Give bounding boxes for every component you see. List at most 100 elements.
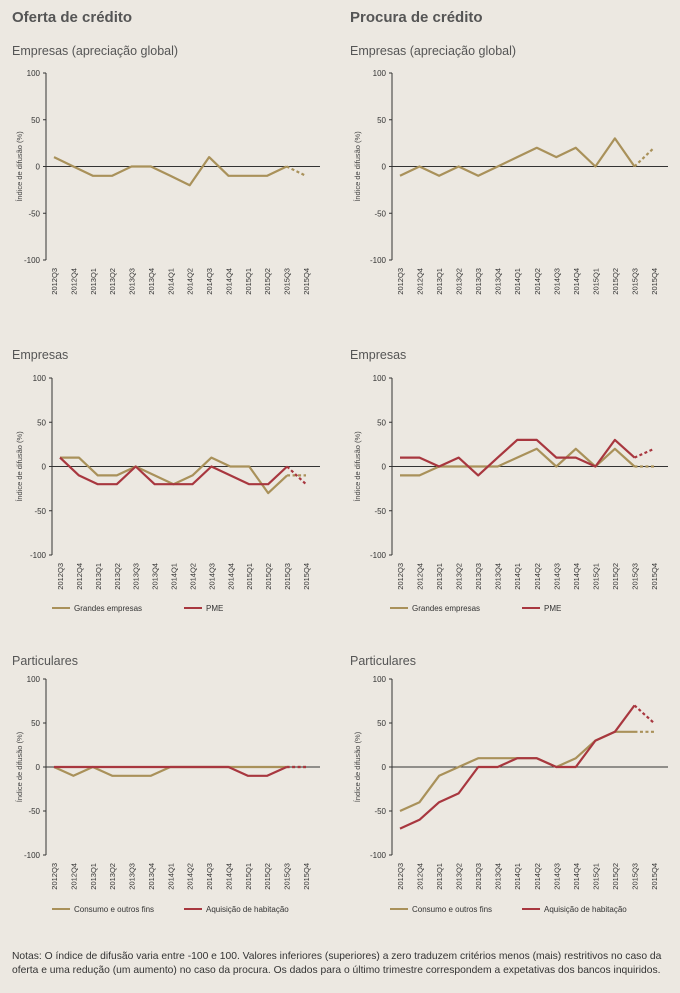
x-tick-label: 2014Q1: [513, 563, 522, 590]
x-tick-label: 2013Q4: [494, 268, 503, 295]
chart-subtitle: Particulares: [12, 654, 78, 668]
x-tick-label: 2013Q2: [108, 268, 117, 295]
series-forecast-line: [633, 147, 655, 168]
legend-label: Aquisição de habitação: [544, 905, 627, 914]
series-line: [399, 704, 636, 830]
x-tick-label: 2013Q2: [455, 268, 464, 295]
x-tick-label: 2014Q4: [572, 863, 581, 890]
x-tick-label: 2014Q2: [186, 268, 195, 295]
series-line: [60, 456, 288, 495]
x-tick-label: 2015Q3: [283, 863, 292, 890]
x-tick-label: 2015Q2: [611, 268, 620, 295]
y-tick-label: 50: [377, 719, 386, 728]
series-line: [54, 765, 288, 777]
x-tick-label: 2012Q3: [396, 863, 405, 890]
y-tick-label: 100: [27, 69, 41, 78]
demand-column-title: Procura de crédito: [350, 9, 483, 26]
x-tick-label: 2012Q3: [50, 268, 59, 295]
y-axis-title: Índice de difusão (%): [353, 431, 362, 502]
x-tick-label: 2013Q1: [435, 268, 444, 295]
y-axis-title: Índice de difusão (%): [353, 131, 362, 202]
series-forecast-line: [633, 704, 655, 724]
notes-text: Notas: O índice de difusão varia entre -…: [12, 951, 662, 976]
x-tick-label: 2015Q1: [244, 863, 253, 890]
x-tick-label: 2015Q2: [611, 863, 620, 890]
x-tick-label: 2013Q4: [147, 863, 156, 890]
y-tick-label: 0: [382, 763, 387, 772]
y-tick-label: 100: [373, 374, 387, 383]
x-tick-label: 2015Q3: [630, 268, 639, 295]
x-tick-label: 2015Q3: [630, 563, 639, 590]
y-tick-label: 100: [373, 675, 387, 684]
x-tick-label: 2014Q2: [533, 863, 542, 890]
y-tick-label: 50: [377, 116, 386, 125]
y-axis-title: Índice de difusão (%): [353, 731, 362, 802]
x-tick-label: 2015Q3: [283, 563, 292, 590]
x-tick-label: 2015Q3: [283, 268, 292, 295]
x-tick-label: 2012Q4: [75, 563, 84, 590]
chart-subtitle: Empresas (apreciação global): [12, 44, 178, 58]
y-tick-label: -50: [28, 209, 40, 218]
x-tick-label: 2013Q3: [474, 268, 483, 295]
x-tick-label: 2014Q1: [513, 268, 522, 295]
x-tick-label: 2015Q1: [591, 268, 600, 295]
legend-label: PME: [206, 604, 223, 613]
series-line: [399, 730, 635, 813]
x-tick-label: 2013Q4: [494, 563, 503, 590]
x-tick-label: 2013Q1: [435, 563, 444, 590]
y-tick-label: -50: [374, 209, 386, 218]
x-tick-label: 2012Q4: [69, 268, 78, 295]
y-tick-label: -100: [30, 551, 47, 560]
y-tick-label: -50: [28, 807, 40, 816]
x-tick-label: 2014Q1: [513, 863, 522, 890]
y-tick-label: -50: [374, 807, 386, 816]
x-tick-label: 2015Q4: [302, 863, 311, 890]
x-tick-label: 2013Q1: [89, 268, 98, 295]
x-tick-label: 2014Q2: [533, 268, 542, 295]
x-tick-label: 2014Q4: [226, 563, 235, 590]
x-tick-label: 2012Q3: [396, 268, 405, 295]
x-tick-label: 2014Q3: [552, 268, 561, 295]
y-tick-label: 0: [382, 163, 387, 172]
x-tick-label: 2014Q3: [552, 863, 561, 890]
x-tick-label: 2014Q3: [552, 563, 561, 590]
supply-column-title: Oferta de crédito: [12, 9, 133, 26]
x-tick-label: 2015Q2: [611, 563, 620, 590]
x-tick-label: 2012Q3: [50, 863, 59, 890]
x-tick-label: 2012Q3: [56, 563, 65, 590]
x-tick-label: 2012Q4: [416, 863, 425, 890]
y-tick-label: 50: [31, 116, 40, 125]
y-tick-label: -100: [370, 851, 387, 860]
y-tick-label: -50: [374, 507, 386, 516]
chart-procura-empresas-global: Empresas (apreciação global) 100 50 0 -50 -10…: [350, 44, 668, 295]
x-tick-label: 2015Q2: [263, 268, 272, 295]
x-tick-label: 2013Q1: [435, 863, 444, 890]
x-tick-label: 2012Q4: [416, 268, 425, 295]
x-tick-label: 2012Q4: [416, 563, 425, 590]
x-tick-label: 2015Q3: [630, 863, 639, 890]
x-tick-label: 2014Q1: [166, 863, 175, 890]
x-tick-label: 2013Q2: [108, 863, 117, 890]
x-tick-label: 2014Q2: [186, 863, 195, 890]
chart-subtitle: Empresas (apreciação global): [350, 44, 516, 58]
chart-procura-particulares: Particulares 100 50 0 -50 -100 Índice de difus…: [350, 654, 668, 914]
y-tick-label: 100: [373, 69, 387, 78]
x-tick-label: 2013Q3: [128, 863, 137, 890]
y-tick-label: 50: [31, 719, 40, 728]
x-tick-label: 2013Q3: [132, 563, 141, 590]
x-tick-label: 2014Q4: [572, 563, 581, 590]
series-forecast-line: [286, 165, 307, 177]
x-tick-label: 2015Q1: [244, 268, 253, 295]
x-tick-label: 2014Q3: [207, 563, 216, 590]
series-forecast-line: [286, 465, 307, 486]
x-tick-label: 2015Q4: [302, 563, 311, 590]
x-tick-label: 2014Q1: [170, 563, 179, 590]
x-tick-label: 2014Q2: [533, 563, 542, 590]
legend-label: Grandes empresas: [74, 604, 142, 613]
y-axis-title: Índice de difusão (%): [15, 131, 24, 202]
y-tick-label: -50: [34, 507, 46, 516]
chart-subtitle: Empresas: [12, 348, 68, 362]
y-tick-label: 0: [36, 163, 41, 172]
x-tick-label: 2013Q3: [128, 268, 137, 295]
x-tick-label: 2012Q3: [396, 563, 405, 590]
